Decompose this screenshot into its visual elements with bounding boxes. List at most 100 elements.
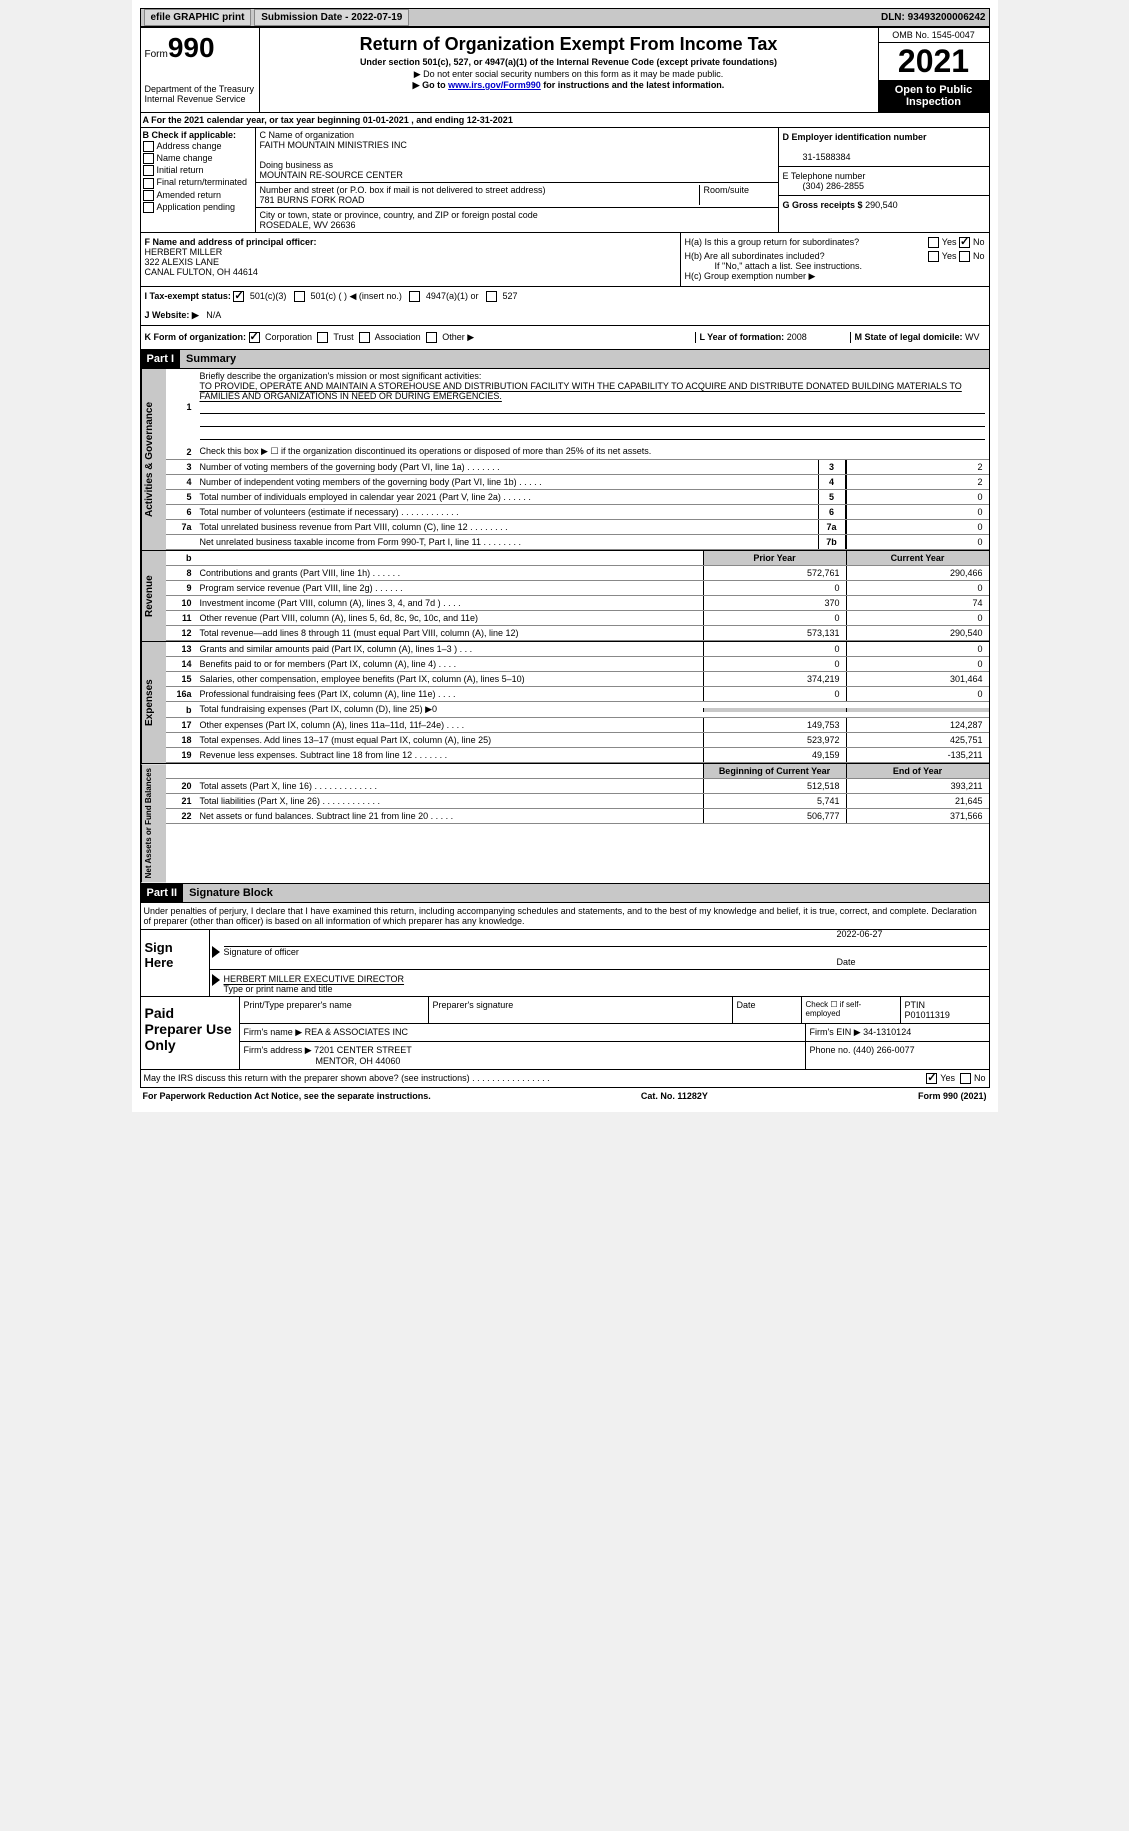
hc-label: H(c) Group exemption number ▶ <box>685 271 985 282</box>
part1-header: Part I <box>141 350 181 368</box>
officer-addr1: 322 ALEXIS LANE <box>145 257 220 267</box>
dba-value: MOUNTAIN RE-SOURCE CENTER <box>260 170 403 180</box>
prior-year-header: Prior Year <box>703 551 846 565</box>
state-domicile-label: M State of legal domicile: <box>855 332 963 342</box>
note-goto-post: for instructions and the latest informat… <box>541 80 725 90</box>
irs-label: Internal Revenue Service <box>145 94 255 104</box>
firm-ein: 34-1310124 <box>863 1027 911 1037</box>
cb-527[interactable] <box>486 291 497 302</box>
ein-value: 31-1588384 <box>783 152 851 162</box>
year-formation: 2008 <box>787 332 807 342</box>
state-domicile: WV <box>965 332 980 342</box>
ptin-label: PTIN <box>905 1000 926 1010</box>
hb-yes[interactable] <box>928 251 939 262</box>
cb-application-pending[interactable]: Application pending <box>143 202 253 213</box>
phone-value: (304) 286-2855 <box>783 181 865 191</box>
paperwork-notice: For Paperwork Reduction Act Notice, see … <box>143 1091 431 1101</box>
cb-name-change[interactable]: Name change <box>143 153 253 164</box>
open-public-badge: Open to Public Inspection <box>879 80 989 112</box>
topbar: efile GRAPHIC print Submission Date - 20… <box>140 8 990 27</box>
discuss-no[interactable] <box>960 1073 971 1084</box>
hb-note: If "No," attach a list. See instructions… <box>715 261 985 271</box>
cb-final-return[interactable]: Final return/terminated <box>143 177 253 188</box>
section-i-label: I Tax-exempt status: <box>145 291 231 301</box>
irs-link[interactable]: www.irs.gov/Form990 <box>448 80 541 90</box>
form-prefix: Form <box>145 49 168 60</box>
firm-addr1: 7201 CENTER STREET <box>314 1045 412 1055</box>
prep-sig-label: Preparer's signature <box>429 997 733 1023</box>
prep-date-label: Date <box>733 997 802 1023</box>
cb-501c3[interactable] <box>233 291 244 302</box>
firm-name-label: Firm's name ▶ <box>244 1027 303 1037</box>
section-b-label: B Check if applicable: <box>143 130 237 140</box>
omb-number: OMB No. 1545-0047 <box>879 28 989 43</box>
cb-amended[interactable]: Amended return <box>143 190 253 201</box>
officer-printed-name: HERBERT MILLER EXECUTIVE DIRECTOR <box>224 974 405 984</box>
form-subtitle: Under section 501(c), 527, or 4947(a)(1)… <box>266 57 872 67</box>
cb-association[interactable] <box>359 332 370 343</box>
end-year-header: End of Year <box>846 764 989 778</box>
discuss-text: May the IRS discuss this return with the… <box>144 1073 550 1084</box>
firm-addr-label: Firm's address ▶ <box>244 1045 312 1055</box>
receipts-label: G Gross receipts $ <box>783 200 863 210</box>
note-ssn: ▶ Do not enter social security numbers o… <box>264 69 874 80</box>
firm-addr2: MENTOR, OH 44060 <box>244 1056 401 1066</box>
line1-label: Briefly describe the organization's miss… <box>200 371 482 381</box>
discuss-yes[interactable] <box>926 1073 937 1084</box>
name-label: C Name of organization <box>260 130 355 140</box>
note-goto-pre: ▶ Go to <box>413 80 448 90</box>
section-k-label: K Form of organization: <box>145 332 247 342</box>
ha-yes[interactable] <box>928 237 939 248</box>
dln-label: DLN: 93493200006242 <box>881 12 986 23</box>
sign-here-label: Sign Here <box>141 930 209 996</box>
sig-officer-label: Signature of officer <box>224 947 299 957</box>
prep-print-label: Print/Type preparer's name <box>240 997 429 1023</box>
form-id-footer: Form 990 (2021) <box>918 1091 987 1101</box>
cb-4947[interactable] <box>409 291 420 302</box>
part2-header: Part II <box>141 884 184 902</box>
prep-check-label: Check ☐ if self-employed <box>802 997 901 1023</box>
prep-phone: (440) 266-0077 <box>853 1045 915 1055</box>
efile-button[interactable]: efile GRAPHIC print <box>144 9 252 26</box>
cb-501c[interactable] <box>294 291 305 302</box>
side-netassets: Net Assets or Fund Balances <box>141 764 166 882</box>
tax-year: 2021 <box>879 43 989 80</box>
type-name-label: Type or print name and title <box>224 984 333 994</box>
hb-label: H(b) Are all subordinates included? <box>685 251 825 261</box>
cb-address-change[interactable]: Address change <box>143 141 253 152</box>
year-formation-label: L Year of formation: <box>700 332 785 342</box>
arrow-icon <box>212 946 220 958</box>
dept-label: Department of the Treasury <box>145 84 255 94</box>
firm-name: REA & ASSOCIATES INC <box>305 1027 408 1037</box>
receipts-value: 290,540 <box>865 200 898 210</box>
cb-initial-return[interactable]: Initial return <box>143 165 253 176</box>
begin-year-header: Beginning of Current Year <box>703 764 846 778</box>
firm-ein-label: Firm's EIN ▶ <box>810 1027 861 1037</box>
mission-text: TO PROVIDE, OPERATE AND MAINTAIN A STORE… <box>200 381 962 401</box>
city-label: City or town, state or province, country… <box>260 210 538 220</box>
ha-no[interactable] <box>959 237 970 248</box>
form-title: Return of Organization Exempt From Incom… <box>266 34 872 55</box>
date-label: Date <box>837 957 856 967</box>
website-value: N/A <box>206 310 221 320</box>
prep-phone-label: Phone no. <box>810 1045 851 1055</box>
sig-date: 2022-06-27 <box>837 929 883 939</box>
side-revenue: Revenue <box>141 551 166 641</box>
phone-label: E Telephone number <box>783 171 866 181</box>
org-name: FAITH MOUNTAIN MINISTRIES INC <box>260 140 407 150</box>
hb-no[interactable] <box>959 251 970 262</box>
section-f-label: F Name and address of principal officer: <box>145 237 317 247</box>
cb-other[interactable] <box>426 332 437 343</box>
cat-no: Cat. No. 11282Y <box>641 1091 708 1101</box>
street-label: Number and street (or P.O. box if mail i… <box>260 185 546 195</box>
city-value: ROSEDALE, WV 26636 <box>260 220 356 230</box>
ha-label: H(a) Is this a group return for subordin… <box>685 237 860 247</box>
dba-label: Doing business as <box>260 160 334 170</box>
declaration-text: Under penalties of perjury, I declare th… <box>141 903 989 929</box>
cb-trust[interactable] <box>317 332 328 343</box>
side-governance: Activities & Governance <box>141 369 166 550</box>
cb-corporation[interactable] <box>249 332 260 343</box>
section-j-label: J Website: ▶ <box>145 310 199 320</box>
submission-date: Submission Date - 2022-07-19 <box>254 9 409 26</box>
street-value: 781 BURNS FORK ROAD <box>260 195 365 205</box>
